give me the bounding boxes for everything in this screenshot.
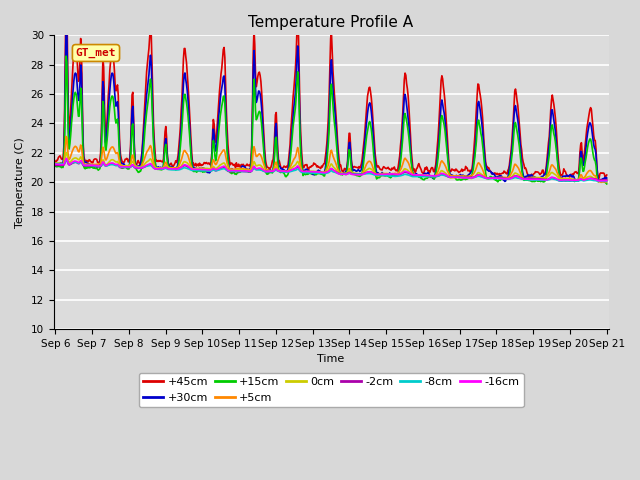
+5cm bbox=[204, 166, 212, 172]
Line: -16cm: -16cm bbox=[56, 158, 607, 181]
0cm bbox=[119, 163, 127, 169]
+30cm bbox=[399, 121, 406, 127]
-2cm bbox=[557, 178, 564, 184]
-16cm bbox=[415, 172, 422, 178]
+45cm bbox=[204, 161, 212, 167]
+15cm bbox=[52, 163, 60, 169]
Line: -8cm: -8cm bbox=[56, 160, 607, 181]
-16cm bbox=[52, 161, 60, 167]
Line: +45cm: +45cm bbox=[56, 0, 607, 178]
+15cm bbox=[175, 159, 182, 165]
+30cm bbox=[603, 175, 611, 181]
0cm bbox=[415, 172, 422, 178]
+30cm bbox=[61, 70, 69, 76]
-8cm bbox=[415, 174, 422, 180]
Line: +30cm: +30cm bbox=[56, 24, 607, 181]
+45cm bbox=[61, 44, 69, 49]
Text: GT_met: GT_met bbox=[76, 48, 116, 58]
+15cm bbox=[204, 168, 212, 174]
0cm bbox=[399, 168, 406, 174]
-2cm bbox=[61, 159, 69, 165]
+45cm bbox=[595, 175, 603, 181]
0cm bbox=[603, 178, 611, 183]
+30cm bbox=[415, 173, 422, 179]
-8cm bbox=[52, 161, 60, 167]
+5cm bbox=[52, 162, 60, 168]
+5cm bbox=[119, 163, 127, 168]
Line: +5cm: +5cm bbox=[56, 136, 607, 182]
+45cm bbox=[175, 144, 182, 150]
+30cm bbox=[204, 169, 212, 175]
-16cm bbox=[603, 178, 611, 183]
-8cm bbox=[204, 168, 212, 174]
+45cm bbox=[603, 172, 611, 178]
Line: +15cm: +15cm bbox=[56, 56, 607, 184]
-2cm bbox=[399, 170, 406, 176]
0cm bbox=[52, 160, 60, 166]
+45cm bbox=[119, 159, 127, 165]
Title: Temperature Profile A: Temperature Profile A bbox=[248, 15, 413, 30]
-16cm bbox=[204, 167, 212, 173]
+30cm bbox=[175, 153, 182, 159]
-8cm bbox=[175, 167, 182, 173]
0cm bbox=[61, 154, 69, 159]
-8cm bbox=[603, 179, 611, 184]
X-axis label: Time: Time bbox=[317, 354, 345, 364]
+15cm bbox=[61, 92, 69, 97]
-2cm bbox=[603, 177, 611, 183]
Y-axis label: Temperature (C): Temperature (C) bbox=[15, 137, 25, 228]
+5cm bbox=[61, 143, 69, 149]
+45cm bbox=[52, 159, 60, 165]
-16cm bbox=[61, 157, 69, 163]
+15cm bbox=[603, 181, 611, 187]
+15cm bbox=[415, 174, 422, 180]
-2cm bbox=[52, 162, 60, 168]
+5cm bbox=[603, 180, 611, 185]
+30cm bbox=[501, 179, 509, 184]
+15cm bbox=[399, 135, 406, 141]
+5cm bbox=[175, 163, 182, 168]
0cm bbox=[598, 178, 606, 183]
+5cm bbox=[62, 133, 70, 139]
+15cm bbox=[119, 165, 127, 171]
Line: -2cm: -2cm bbox=[56, 159, 607, 181]
+45cm bbox=[399, 110, 406, 116]
+5cm bbox=[399, 161, 406, 167]
0cm bbox=[204, 166, 212, 171]
-16cm bbox=[595, 178, 603, 184]
0cm bbox=[62, 150, 70, 156]
+5cm bbox=[415, 172, 422, 178]
-16cm bbox=[62, 156, 70, 161]
-2cm bbox=[62, 156, 70, 162]
-2cm bbox=[175, 166, 182, 171]
-16cm bbox=[119, 164, 127, 169]
-8cm bbox=[119, 165, 127, 170]
-8cm bbox=[62, 157, 70, 163]
+45cm bbox=[415, 161, 422, 167]
-2cm bbox=[204, 168, 212, 174]
-2cm bbox=[415, 173, 422, 179]
-16cm bbox=[175, 166, 182, 171]
-16cm bbox=[399, 169, 406, 175]
-8cm bbox=[602, 179, 610, 184]
0cm bbox=[175, 166, 182, 171]
+30cm bbox=[52, 163, 60, 169]
Line: 0cm: 0cm bbox=[56, 153, 607, 180]
+15cm bbox=[62, 53, 70, 59]
+30cm bbox=[62, 21, 70, 27]
Legend: +45cm, +30cm, +15cm, +5cm, 0cm, -2cm, -8cm, -16cm: +45cm, +30cm, +15cm, +5cm, 0cm, -2cm, -8… bbox=[138, 372, 524, 407]
+30cm bbox=[119, 161, 127, 167]
-8cm bbox=[61, 158, 69, 164]
-2cm bbox=[119, 165, 127, 170]
-8cm bbox=[399, 172, 406, 178]
